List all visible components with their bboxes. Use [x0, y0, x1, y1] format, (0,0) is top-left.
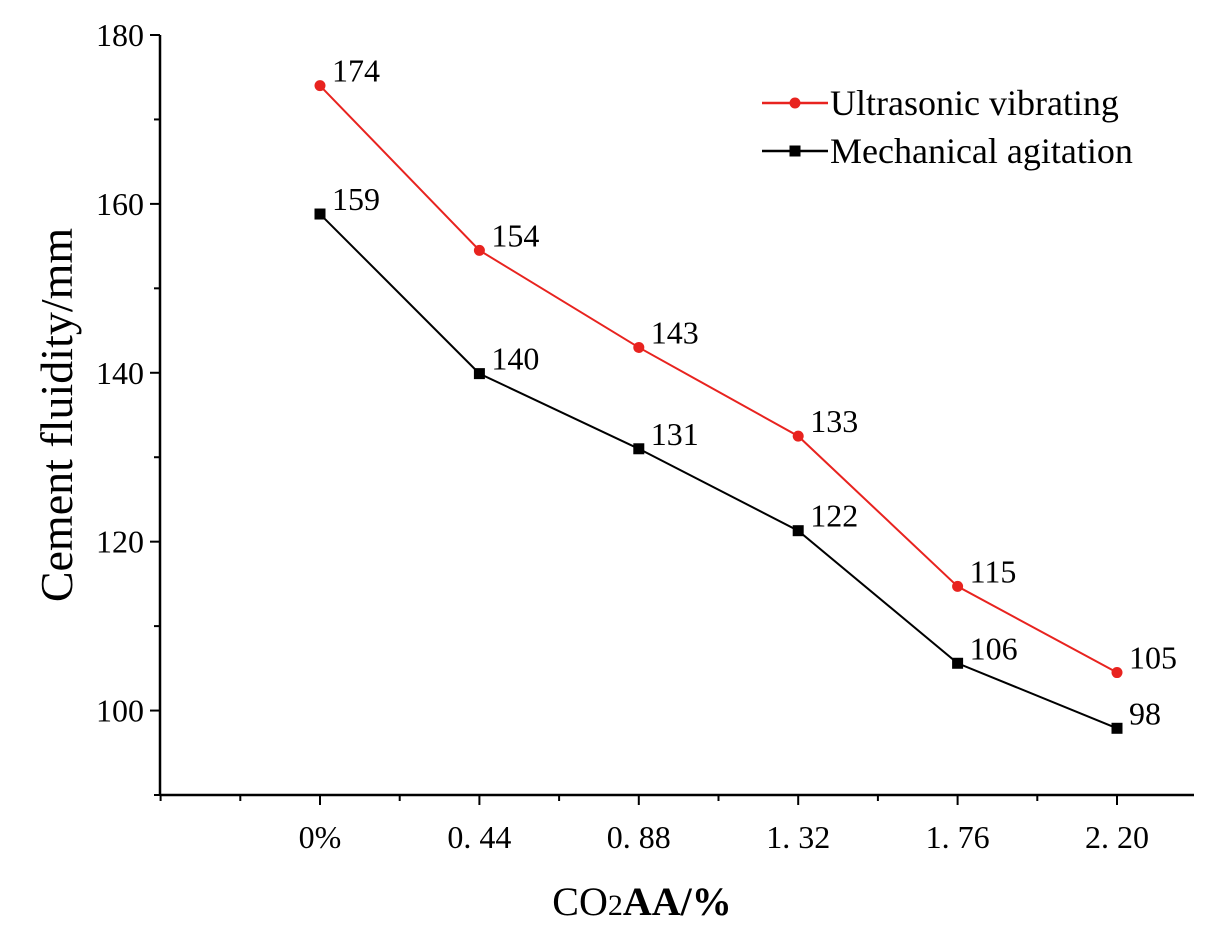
data-point — [792, 525, 804, 537]
data-label: 133 — [810, 403, 858, 439]
data-label: 159 — [332, 181, 380, 217]
x-axis-title: CO2AA/% — [552, 879, 731, 924]
y-tick-label: 100 — [96, 693, 144, 729]
y-tick-label: 160 — [96, 186, 144, 222]
x-tick-label: 2. 20 — [1085, 819, 1149, 855]
data-label: 98 — [1129, 695, 1161, 731]
data-point — [473, 368, 485, 380]
x-tick-label: 0% — [299, 819, 342, 855]
data-point — [952, 580, 964, 592]
y-axis-title: Cement fluidity/mm — [31, 228, 82, 603]
y-tick-label: 120 — [96, 524, 144, 560]
legend-marker — [789, 97, 801, 109]
legend: Ultrasonic vibrating Mechanical agitation — [762, 83, 1133, 171]
data-point — [1111, 667, 1123, 679]
data-label: 140 — [491, 341, 539, 377]
legend-label: Ultrasonic vibrating — [830, 83, 1119, 123]
data-point — [314, 208, 326, 220]
data-point — [633, 341, 645, 353]
series-layer — [314, 80, 1123, 734]
data-label: 105 — [1129, 640, 1177, 676]
data-point — [473, 244, 485, 256]
data-point — [1111, 722, 1123, 734]
data-label: 106 — [970, 630, 1018, 666]
x-tick-label: 0. 88 — [607, 819, 671, 855]
data-labels: 174 154 143 133 115 105 159 140 131 122 106 98 — [332, 53, 1177, 732]
x-tick-label: 0. 44 — [447, 819, 511, 855]
data-label: 122 — [810, 498, 858, 534]
y-tick-label: 180 — [96, 17, 144, 53]
legend-marker — [789, 145, 801, 157]
data-label: 154 — [491, 217, 539, 253]
x-tick-label: 1. 76 — [926, 819, 990, 855]
axes: 100 120 140 160 180 0% 0. 44 0. 88 1. 32 1. 76 2. … — [96, 17, 1194, 855]
x-tick-label: 1. 32 — [766, 819, 830, 855]
data-point — [952, 657, 964, 669]
series-line-1 — [319, 84, 1118, 674]
legend-label: Mechanical agitation — [830, 131, 1133, 171]
data-label: 143 — [651, 314, 699, 350]
data-point — [792, 430, 804, 442]
data-label: 131 — [651, 416, 699, 452]
data-point — [314, 80, 326, 92]
series-line-2 — [319, 213, 1118, 730]
data-point — [633, 443, 645, 455]
data-label: 174 — [332, 53, 380, 89]
y-tick-label: 140 — [96, 355, 144, 391]
data-label: 115 — [970, 553, 1017, 589]
